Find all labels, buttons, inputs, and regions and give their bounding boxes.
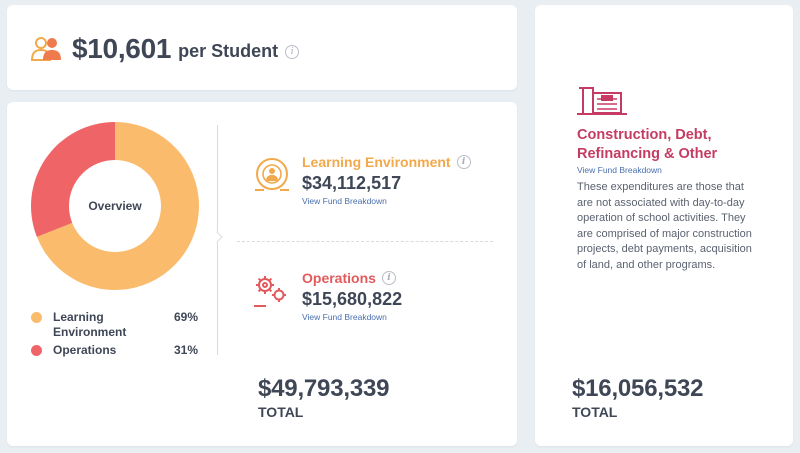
- per-student-card: $10,601 per Student i: [7, 5, 517, 90]
- students-icon: [30, 37, 61, 61]
- fund-title: Learning Environment: [302, 154, 451, 170]
- fund-body: Operations i $15,680,822 View Fund Break…: [302, 270, 522, 322]
- per-student-row: $10,601 per Student i: [30, 33, 300, 65]
- construction-title: Construction, Debt, Refinancing & Other: [577, 127, 718, 162]
- info-icon[interactable]: i: [285, 44, 300, 59]
- legend-label: Learning Environment: [53, 310, 127, 339]
- legend-item-operations: Operations 31%: [31, 343, 206, 358]
- info-icon[interactable]: i: [456, 155, 471, 169]
- construction-description: These expenditures are those that are no…: [577, 181, 752, 271]
- total-value: $16,056,532: [572, 375, 704, 402]
- legend-percent: 69%: [173, 310, 198, 324]
- total-label: TOTAL: [572, 404, 618, 420]
- fund-title-row: Learning Environment i: [302, 154, 522, 170]
- divider-notch: [211, 231, 223, 243]
- legend-dot-operations: [31, 345, 42, 356]
- fund-value: $15,680,822: [302, 289, 403, 309]
- overview-card: Overview Learning Environment 69% Operat…: [7, 102, 517, 446]
- donut-hole: [69, 160, 161, 252]
- legend-dot-learning: [31, 312, 42, 323]
- legend-item-learning-environment: Learning Environment 69%: [31, 310, 206, 340]
- legend-percent: 31%: [173, 343, 198, 357]
- info-icon[interactable]: i: [381, 271, 396, 285]
- view-fund-breakdown-link[interactable]: View Fund Breakdown: [302, 196, 387, 206]
- horizontal-divider: [237, 241, 493, 242]
- donut-center-label: Overview: [88, 199, 142, 213]
- construction-card: Construction, Debt, Refinancing & Other …: [535, 5, 793, 446]
- fund-body: Learning Environment i $34,112,517 View …: [302, 154, 522, 206]
- per-student-value: $10,601: [72, 33, 172, 64]
- total-label: TOTAL: [258, 404, 304, 420]
- view-fund-breakdown-link[interactable]: View Fund Breakdown: [577, 165, 662, 175]
- fund-title-row: Operations i: [302, 270, 522, 286]
- overview-donut-chart: Overview: [31, 122, 199, 290]
- fund-value: $34,112,517: [302, 173, 402, 193]
- operations-gears-icon: [254, 276, 286, 307]
- per-student-suffix: per Student: [178, 41, 279, 61]
- main-total: $49,793,339 TOTAL: [258, 375, 389, 420]
- construction-building-icon: [577, 87, 627, 115]
- view-fund-breakdown-link[interactable]: View Fund Breakdown: [302, 312, 387, 322]
- construction-total: $16,056,532 TOTAL: [572, 375, 703, 420]
- total-value: $49,793,339: [258, 375, 390, 402]
- legend-label: Operations: [53, 343, 117, 357]
- learning-environment-icon: [255, 158, 289, 191]
- fund-title: Operations: [302, 270, 376, 286]
